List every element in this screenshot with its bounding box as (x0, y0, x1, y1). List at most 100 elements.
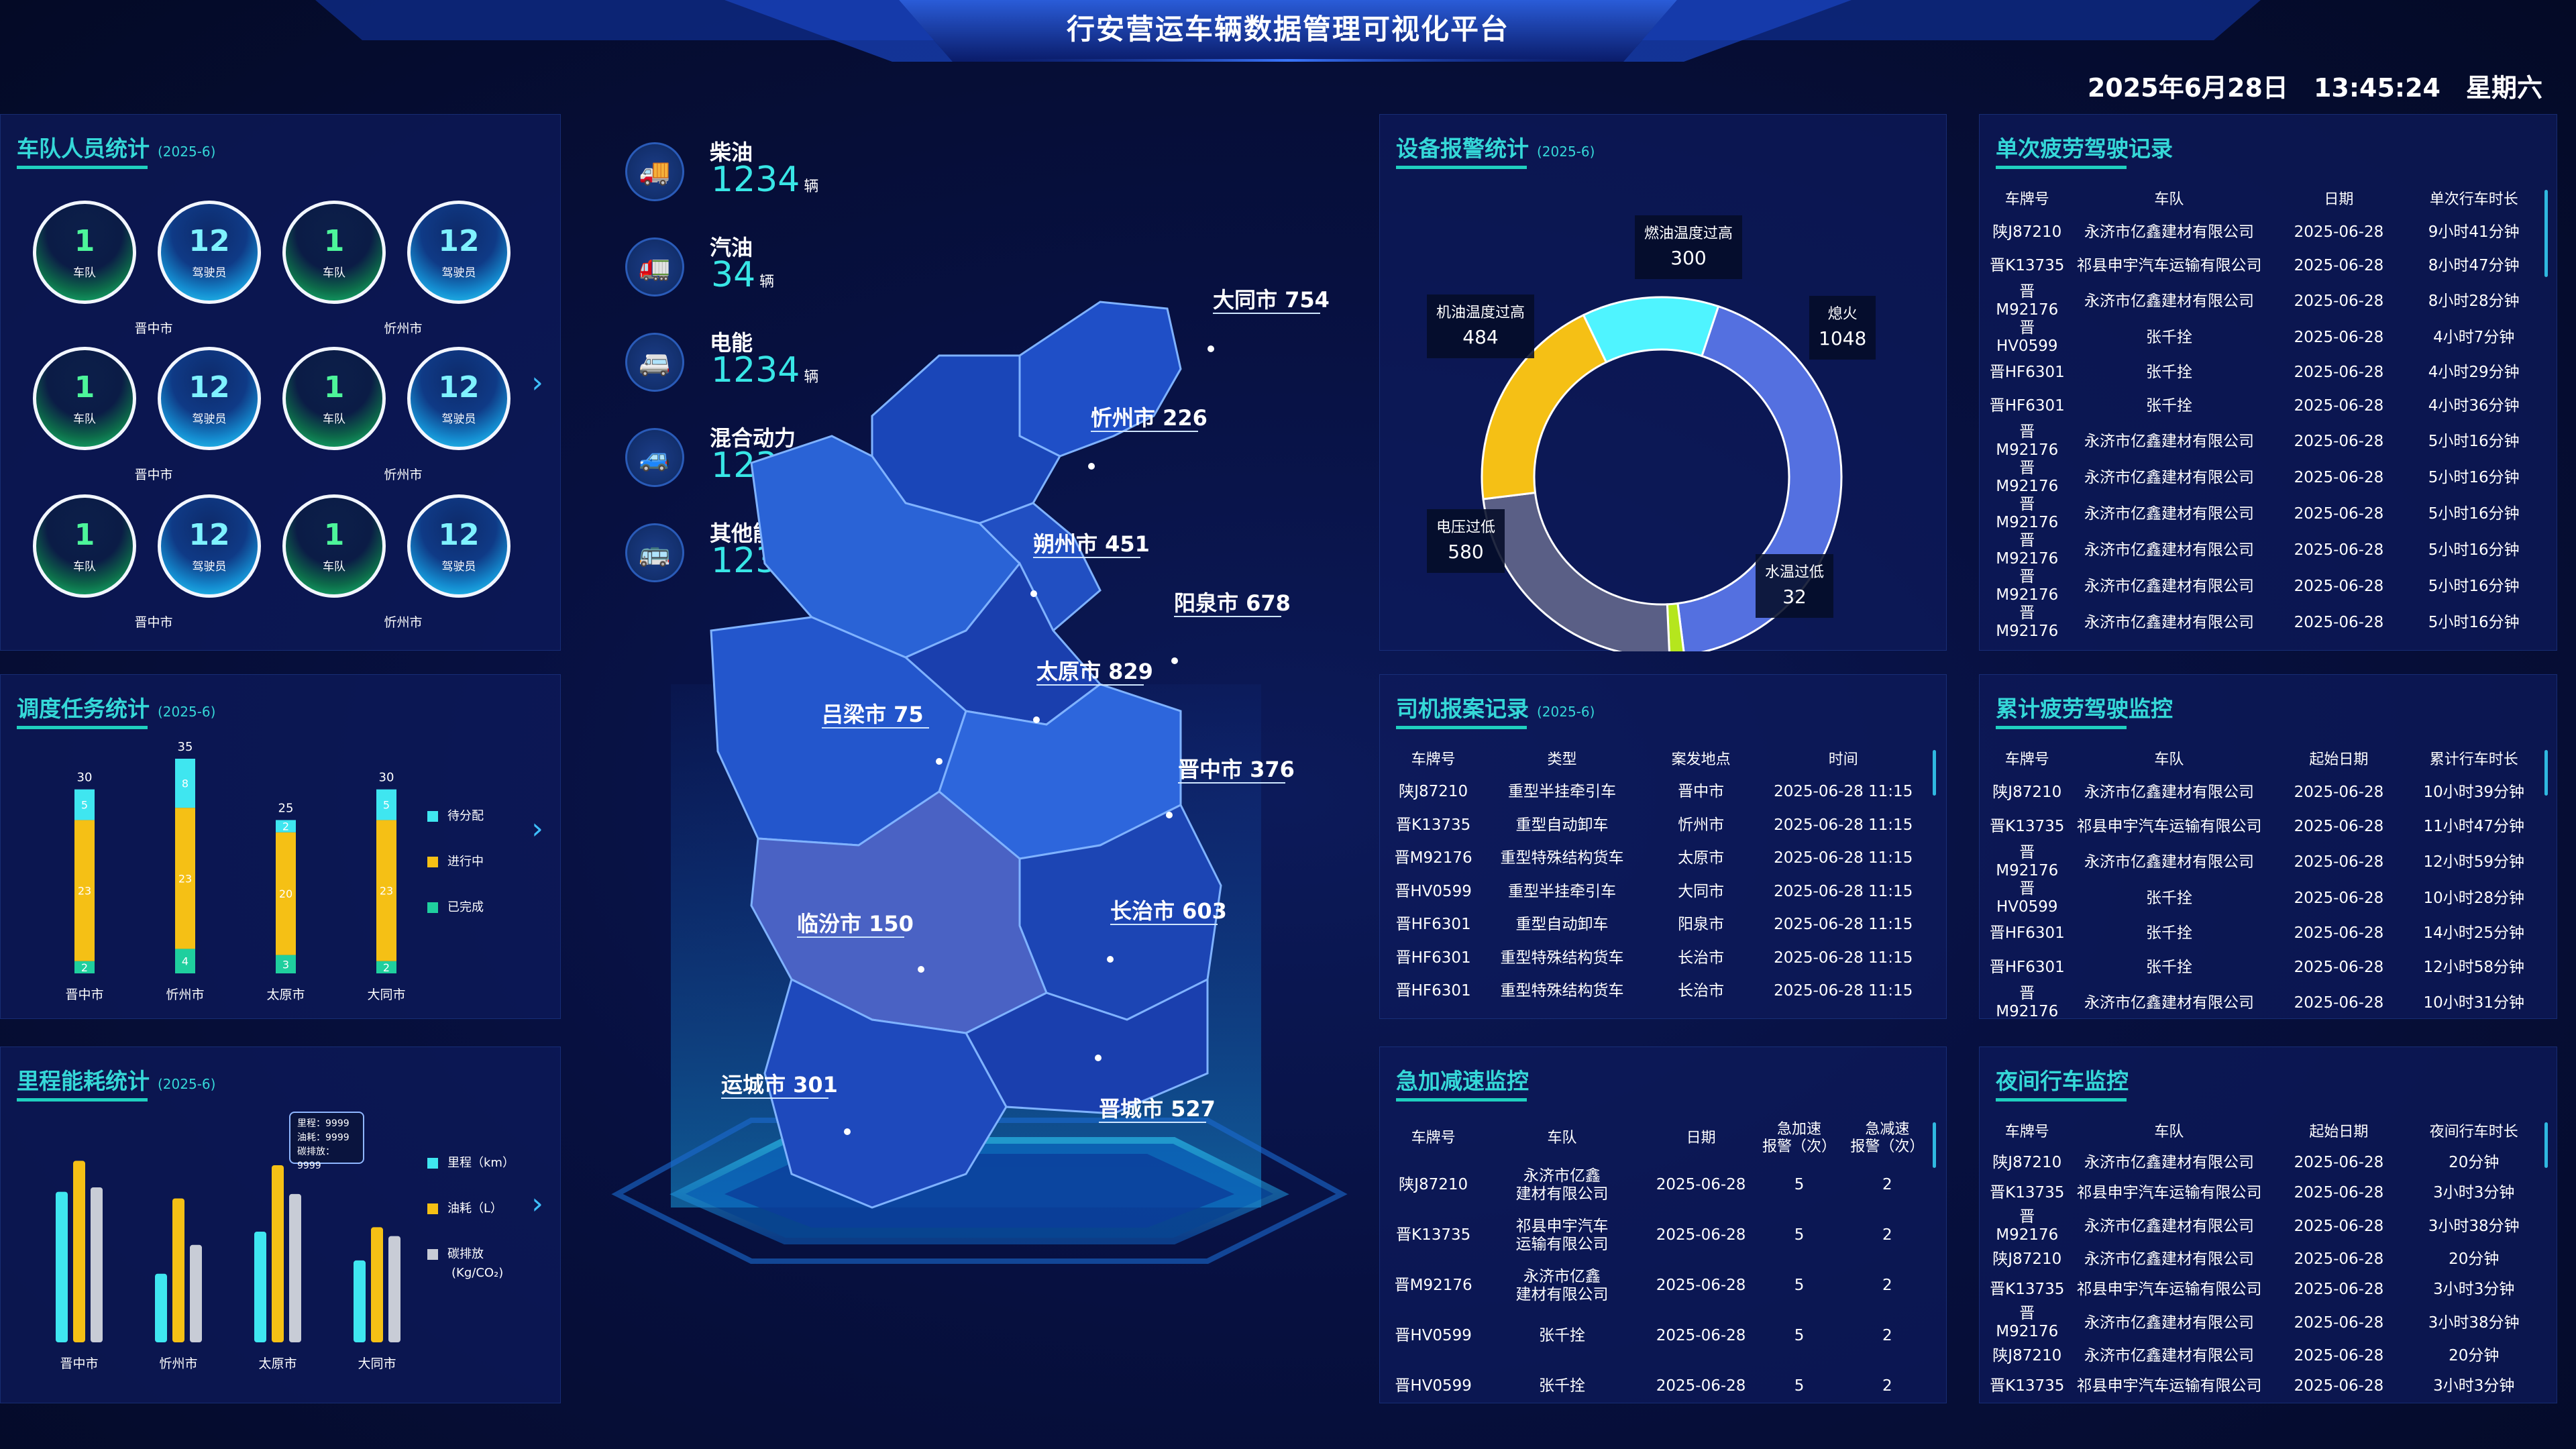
map-city-label[interactable]: 临汾市 150 (797, 911, 914, 936)
table-row[interactable]: 晋M92176 永济市亿鑫建材有限公司 2025-06-28 5小时16分钟 (1989, 423, 2543, 460)
table-row[interactable]: 晋HV0599 重型半挂牵引车 大同市 2025-06-28 11:15 (1389, 875, 1931, 909)
map-city-marker[interactable] (1088, 463, 1095, 470)
fatigue-single-scrollbar[interactable] (2544, 190, 2548, 277)
table-row[interactable]: 晋HV0599 张千拴 2025-06-28 10小时28分钟 (1989, 880, 2543, 916)
mileage-bar[interactable] (56, 1191, 68, 1342)
table-row[interactable]: 晋M92176 永济市亿鑫建材有限公司 2025-06-28 5小时16分钟 (1989, 604, 2543, 641)
mileage-bar[interactable] (272, 1165, 284, 1342)
map-city-marker[interactable] (1095, 1055, 1102, 1061)
table-row[interactable]: 晋M92176 永济市亿鑫建材有限公司 2025-06-28 5小时16分钟 (1989, 532, 2543, 568)
map-city-label[interactable]: 大同市 754 (1213, 287, 1330, 313)
table-row[interactable]: 晋K13735 祁县申宇汽车 运输有限公司 2025-06-28 5 2 (1389, 1210, 1931, 1260)
map-city-marker[interactable] (1030, 590, 1037, 597)
map-city-marker[interactable] (1033, 716, 1040, 723)
mileage-bar[interactable] (371, 1227, 383, 1342)
table-row[interactable]: 晋M92176 永济市亿鑫 建材有限公司 2025-06-28 5 2 (1389, 1260, 1931, 1311)
night-scrollbar[interactable] (2544, 1122, 2548, 1168)
map-city-label[interactable]: 阳泉市 678 (1174, 590, 1291, 616)
region-jincheng[interactable] (964, 977, 1209, 1115)
table-row[interactable]: 晋HF6301 重型特殊结构货车 长治市 2025-06-28 11:15 (1389, 942, 1931, 975)
table-row[interactable]: 陕J87210 永济市亿鑫建材有限公司 2025-06-28 20分钟 (1989, 1244, 2543, 1275)
mileage-bar[interactable] (155, 1273, 167, 1342)
dispatch-bar-segment[interactable] (276, 820, 296, 833)
dispatch-next-arrow[interactable]: › (531, 812, 543, 846)
table-row[interactable]: 晋HF6301 重型自动卸车 阳泉市 2025-06-28 11:15 (1389, 908, 1931, 942)
map-city-marker[interactable] (1166, 812, 1173, 818)
mileage-next-arrow[interactable]: › (531, 1187, 543, 1221)
dispatch-bar-segment[interactable] (74, 820, 95, 961)
table-row[interactable]: 晋K13735 重型自动卸车 忻州市 2025-06-28 11:15 (1389, 809, 1931, 843)
table-row[interactable]: 晋M92176 重型特殊结构货车 太原市 2025-06-28 11:15 (1389, 842, 1931, 875)
mileage-bar[interactable] (73, 1161, 85, 1342)
dispatch-bar-segment[interactable] (376, 961, 396, 973)
dispatch-bar-segment[interactable] (74, 961, 95, 973)
table-row[interactable]: 晋M92176 永济市亿鑫建材有限公司 2025-06-28 3小时38分钟 (1989, 1208, 2543, 1244)
table-row[interactable]: 晋HV0599 张千拴 2025-06-28 5 2 (1389, 1311, 1931, 1361)
table-row[interactable]: 晋HF6301 张千拴 2025-06-28 12小时58分钟 (1989, 951, 2543, 985)
map-city-label[interactable]: 忻州市 226 (1091, 405, 1208, 431)
map-city-label[interactable]: 运城市 301 (721, 1072, 838, 1097)
dispatch-bar-segment[interactable] (276, 832, 296, 955)
fleet-next-arrow[interactable]: › (531, 366, 543, 400)
dispatch-bar-segment[interactable] (376, 820, 396, 961)
map-city-label[interactable]: 朔州市 451 (1033, 531, 1150, 557)
map-city-label[interactable]: 长治市 603 (1110, 898, 1227, 924)
mileage-bar[interactable] (354, 1260, 366, 1342)
mileage-bar[interactable] (254, 1232, 266, 1342)
map-city-marker[interactable] (1107, 956, 1114, 963)
map-city-marker[interactable] (918, 966, 924, 973)
map-city-marker[interactable] (1171, 657, 1178, 664)
dispatch-bar-segment[interactable] (376, 789, 396, 820)
table-row[interactable]: 晋M92176 永济市亿鑫建材有限公司 2025-06-28 3小时38分钟 (1989, 1305, 2543, 1341)
police-scrollbar[interactable] (1933, 750, 1936, 796)
mileage-bar[interactable] (388, 1236, 400, 1342)
table-row[interactable]: 晋M92176 永济市亿鑫建材有限公司 2025-06-28 5小时16分钟 (1989, 460, 2543, 496)
table-row[interactable]: 陕J87210 永济市亿鑫建材有限公司 2025-06-28 20分钟 (1989, 1148, 2543, 1178)
table-row[interactable]: 陕J87210 永济市亿鑫建材有限公司 2025-06-28 10小时39分钟 (1989, 775, 2543, 810)
fleet-title-underline (17, 166, 148, 169)
table-row[interactable]: 晋M92176 永济市亿鑫建材有限公司 2025-06-28 12小时59分钟 (1989, 844, 2543, 880)
table-row[interactable]: 晋K13735 祁县申宇汽车运输有限公司 2025-06-28 3小时3分钟 (1989, 1371, 2543, 1401)
dispatch-bar-segment[interactable] (175, 759, 195, 808)
table-row[interactable]: 晋M92176 永济市亿鑫建材有限公司 2025-06-28 5小时16分钟 (1989, 496, 2543, 532)
dispatch-bar-segment[interactable] (175, 808, 195, 949)
accel-scrollbar[interactable] (1933, 1122, 1936, 1168)
mileage-bar[interactable] (91, 1187, 103, 1342)
table-row[interactable]: 晋HF6301 张千拴 2025-06-28 4小时29分钟 (1989, 356, 2543, 390)
alarm-donut-slice[interactable] (1582, 296, 1720, 364)
table-row[interactable]: 晋HF6301 张千拴 2025-06-28 14小时25分钟 (1989, 916, 2543, 951)
table-row[interactable]: 晋HF6301 重型特殊结构货车 长治市 2025-06-28 11:15 (1389, 975, 1931, 1008)
table-row[interactable]: 晋M92176 永济市亿鑫建材有限公司 2025-06-28 8小时28分钟 (1989, 283, 2543, 319)
dispatch-bar-segment[interactable] (175, 949, 195, 973)
table-row[interactable]: 陕J87210 永济市亿鑫建材有限公司 2025-06-28 9小时41分钟 (1989, 215, 2543, 250)
table-row[interactable]: 晋K13735 祁县申宇汽车运输有限公司 2025-06-28 3小时3分钟 (1989, 1275, 2543, 1305)
mileage-bar[interactable] (190, 1244, 202, 1342)
table-row[interactable]: 晋K13735 祁县申宇汽车运输有限公司 2025-06-28 8小时47分钟 (1989, 250, 2543, 284)
table-row[interactable]: 陕J87210 永济市亿鑫 建材有限公司 2025-06-28 5 2 (1389, 1160, 1931, 1210)
region-yuncheng[interactable] (763, 977, 1008, 1209)
mileage-bar[interactable] (289, 1193, 301, 1342)
table-row[interactable]: 陕J87210 重型半挂牵引车 晋中市 2025-06-28 11:15 (1389, 775, 1931, 809)
fatigue-total-scrollbar[interactable] (2544, 750, 2548, 796)
map-city-marker[interactable] (844, 1128, 851, 1135)
map-city-marker[interactable] (1208, 345, 1214, 352)
table-row[interactable]: 陕J87210 永济市亿鑫建材有限公司 2025-06-28 20分钟 (1989, 1341, 2543, 1371)
alarm-donut-slice[interactable] (1481, 313, 1608, 500)
alarm-donut-slice[interactable] (1482, 491, 1670, 651)
map-city-label[interactable]: 晋中市 376 (1178, 757, 1295, 782)
table-row[interactable]: 晋HV0599 张千拴 2025-06-28 5 2 (1389, 1361, 1931, 1411)
map-city-label[interactable]: 吕梁市 75 (822, 702, 924, 727)
map-city-label[interactable]: 太原市 829 (1036, 659, 1153, 684)
table-row[interactable]: 晋M92176 永济市亿鑫建材有限公司 2025-06-28 5小时16分钟 (1989, 568, 2543, 604)
table-row[interactable]: 晋HV0599 张千拴 2025-06-28 4小时7分钟 (1989, 319, 2543, 356)
table-row[interactable]: 晋M92176 永济市亿鑫建材有限公司 2025-06-28 10小时31分钟 (1989, 985, 2543, 1021)
table-row[interactable]: 晋K13735 祁县申宇汽车运输有限公司 2025-06-28 3小时3分钟 (1989, 1178, 2543, 1208)
region-datong[interactable] (1018, 301, 1182, 458)
map-city-label[interactable]: 晋城市 527 (1099, 1096, 1216, 1122)
table-row[interactable]: 晋HF6301 张千拴 2025-06-28 4小时36分钟 (1989, 390, 2543, 424)
table-row[interactable]: 晋K13735 祁县申宇汽车运输有限公司 2025-06-28 11小时47分钟 (1989, 810, 2543, 844)
mileage-bar[interactable] (172, 1198, 184, 1343)
dispatch-bar-segment[interactable] (276, 955, 296, 973)
dispatch-bar-segment[interactable] (74, 789, 95, 820)
map-city-marker[interactable] (936, 758, 943, 765)
